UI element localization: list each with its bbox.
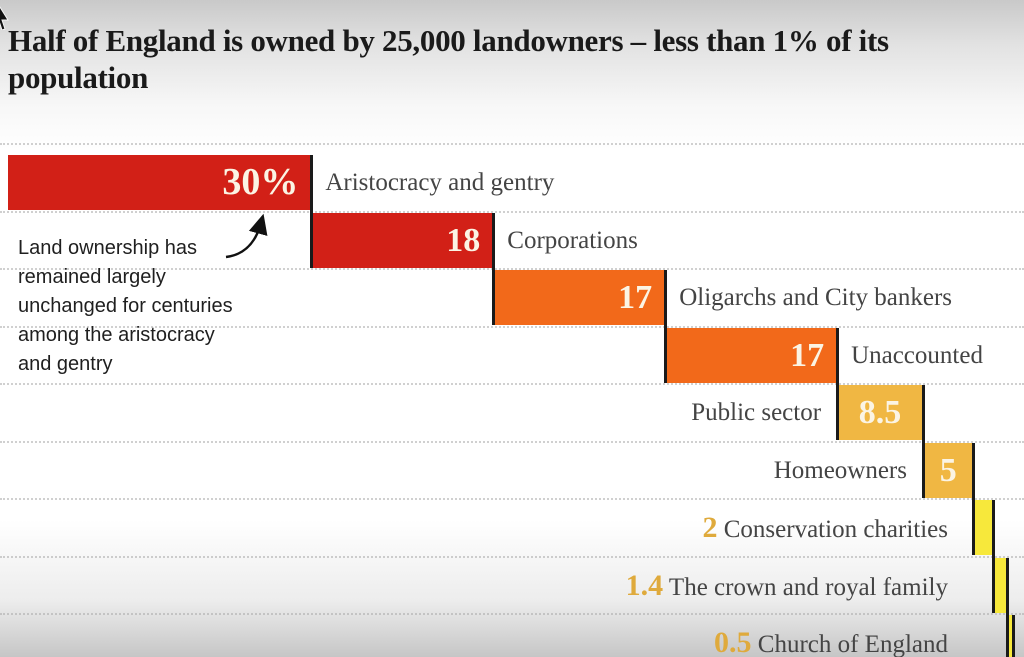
- bar-value-label: 17: [790, 336, 825, 374]
- step-connector-line: [835, 327, 839, 440]
- bar-value-label: 17: [618, 279, 653, 316]
- chart-annotation-text: Land ownership has remained largely unch…: [18, 237, 233, 375]
- mouse-cursor-icon: [0, 6, 9, 30]
- step-connector-line: [921, 385, 925, 498]
- bar-conservation-charities: [973, 500, 994, 555]
- bar-value-label: 2: [702, 511, 718, 544]
- category-label: The crown and royal family: [663, 573, 948, 601]
- gridline: [0, 268, 1024, 270]
- chart-title: Half of England is owned by 25,000 lando…: [8, 22, 889, 95]
- category-label: Unaccounted: [851, 341, 983, 369]
- step-connector-line: [1006, 557, 1010, 657]
- category-label-with-value: 2 Conservation charities: [0, 500, 949, 557]
- category-label: Oligarchs and City bankers: [679, 284, 953, 311]
- gridline: [0, 325, 1024, 328]
- bar-value-label: 30%: [222, 161, 299, 203]
- bar-value-label: 1.4: [625, 568, 664, 602]
- bar-public-sector: [837, 385, 923, 440]
- category-label: Corporations: [507, 226, 638, 254]
- step-connector-line: [992, 500, 996, 613]
- bar-homeowners: [923, 442, 974, 498]
- bar-church-of-england: [1007, 615, 1014, 657]
- bar-value-label: 5: [939, 451, 957, 489]
- category-label: Public sector: [691, 399, 822, 426]
- bar-oligarchs-and-city-bankers: [493, 270, 666, 325]
- bar-the-crown-and-royal-family: [993, 557, 1008, 613]
- bar-value-label: 18: [446, 221, 481, 259]
- category-label: Conservation charities: [717, 516, 948, 543]
- gridline: [0, 143, 1024, 145]
- step-connector-line: [972, 442, 976, 555]
- step-connector-line: [491, 212, 495, 325]
- category-label: Aristocracy and gentry: [325, 169, 555, 196]
- bar-aristocracy-and-gentry: [8, 155, 312, 210]
- gridline: [0, 498, 1024, 500]
- step-connector-line: [663, 270, 667, 383]
- category-label-with-value: 1.4 The crown and royal family: [0, 558, 948, 615]
- gridline: [0, 613, 1024, 615]
- gridline: [0, 555, 1024, 558]
- category-label-with-value: 0.5 Church of England: [0, 615, 948, 657]
- gridline: [0, 440, 1024, 443]
- bar-corporations: [311, 212, 494, 268]
- gridline: [0, 383, 1024, 385]
- bar-value-label: 8.5: [858, 394, 902, 431]
- step-connector-line: [309, 155, 313, 268]
- category-label: Church of England: [751, 631, 948, 657]
- category-label: Homeowners: [773, 456, 907, 484]
- bar-value-label: 0.5: [714, 626, 752, 657]
- bar-unaccounted: [665, 327, 838, 383]
- gridline: [0, 210, 1024, 213]
- annotation-arrow-icon: [225, 213, 268, 259]
- step-connector-line: [1011, 615, 1015, 657]
